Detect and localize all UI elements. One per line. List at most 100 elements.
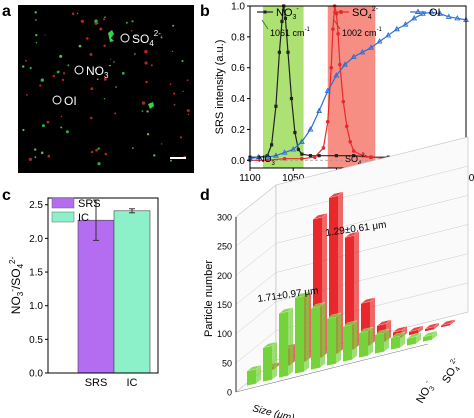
point-oi — [359, 48, 366, 55]
bar-side — [450, 319, 455, 326]
bar-side — [368, 327, 373, 356]
label-oi: OI — [64, 94, 77, 108]
point-oi — [445, 13, 452, 19]
z-tick-label: 250 — [217, 242, 232, 252]
particle-dot — [26, 94, 28, 96]
particle-so4 — [108, 30, 114, 42]
particle-dot — [40, 78, 44, 82]
y-tick-label: 0.5 — [29, 335, 43, 346]
point-so4 — [360, 153, 365, 158]
point-so4 — [325, 119, 330, 124]
particle-dot — [141, 101, 146, 105]
y-tick-label: 0.0 — [231, 156, 245, 167]
point-so4 — [348, 139, 353, 144]
particle-dot — [94, 19, 98, 23]
particle-dot — [61, 78, 65, 82]
bar-top — [344, 231, 360, 238]
grid-line — [235, 243, 277, 276]
y-tick-label: 1.0 — [231, 2, 245, 13]
y-axis-title: NO3-/SO42- — [8, 256, 25, 314]
bar-front — [391, 335, 400, 350]
bar-front — [375, 332, 384, 354]
point-oi — [428, 8, 435, 15]
bar-top — [440, 319, 456, 326]
particle-dot — [40, 151, 44, 155]
bar-top — [406, 332, 422, 339]
particle-green — [148, 102, 154, 109]
particle-dot — [103, 77, 107, 81]
particle-marker-icon — [120, 33, 130, 43]
particle-dot — [34, 148, 37, 151]
point-so4 — [329, 65, 334, 70]
particle-dot — [172, 24, 175, 27]
particle-dot — [35, 42, 38, 44]
point-no3 — [289, 96, 294, 101]
label-so4: SO42- — [132, 29, 161, 48]
bar-side — [416, 332, 421, 344]
point-no3 — [296, 147, 300, 152]
bar-side — [434, 322, 439, 330]
particle-dot — [95, 148, 98, 152]
point-so4 — [321, 146, 326, 150]
point-no3 — [280, 19, 284, 24]
particle-dot — [78, 44, 82, 48]
y-tick-label: 0.2 — [231, 125, 245, 136]
point-so4 — [336, 31, 340, 36]
grid-line — [235, 301, 277, 334]
bar-side — [418, 325, 423, 334]
bar-front — [423, 334, 432, 342]
legend-marker — [414, 8, 422, 14]
point-oi — [316, 107, 323, 113]
grid-line — [235, 272, 277, 305]
point-so4 — [282, 156, 287, 161]
bar-top — [422, 330, 438, 338]
point-no3 — [317, 154, 321, 158]
grid-line — [275, 165, 469, 215]
bar-side — [336, 312, 341, 364]
z-tick-label: 50 — [222, 358, 232, 368]
point-so4 — [344, 124, 349, 129]
bar-side — [354, 231, 359, 350]
bar-top — [424, 322, 440, 330]
particle-dot — [89, 53, 93, 56]
particle-dot — [132, 147, 134, 150]
point-oi — [376, 38, 383, 44]
particle-dot — [160, 143, 163, 145]
particle-dot — [160, 35, 163, 37]
particle-dot — [153, 154, 156, 157]
particle-dot — [90, 87, 94, 90]
point-so4 — [369, 155, 373, 159]
particle-dot — [97, 162, 101, 166]
particle-dot — [35, 19, 37, 21]
point-oi — [272, 152, 279, 158]
point-no3 — [352, 154, 356, 158]
point-oi — [393, 25, 400, 32]
particle-dot — [160, 36, 163, 39]
particle-dot — [90, 116, 93, 120]
y-axis-title: SRS intensity (a.u.) — [214, 40, 226, 135]
particle-dot — [28, 157, 33, 161]
point-so4 — [351, 149, 356, 153]
particle-dot — [172, 50, 174, 52]
bar-top — [374, 328, 390, 336]
grid-line — [235, 330, 277, 364]
particle-dot — [146, 133, 150, 136]
panel-letter-c: c — [2, 187, 11, 204]
bar-side — [256, 365, 261, 384]
legend-label-1: SO42- — [352, 6, 379, 21]
point-oi — [402, 21, 409, 27]
x-tick-label: 1050 — [282, 173, 305, 184]
point-no3 — [283, 16, 288, 20]
bar-top — [278, 307, 294, 314]
grid-line — [275, 195, 469, 244]
particle-dot — [86, 37, 89, 40]
particle-dot — [47, 154, 51, 158]
bar-top — [312, 213, 328, 220]
bar-top — [294, 291, 310, 298]
size-histogram-3d: 0 50 100 150 200 250 300 Particle number Size (μ… — [203, 136, 469, 418]
bar-top — [408, 325, 424, 332]
legend-swatch-1 — [51, 211, 75, 223]
bar-side — [352, 320, 357, 360]
point-so4 — [341, 99, 346, 104]
